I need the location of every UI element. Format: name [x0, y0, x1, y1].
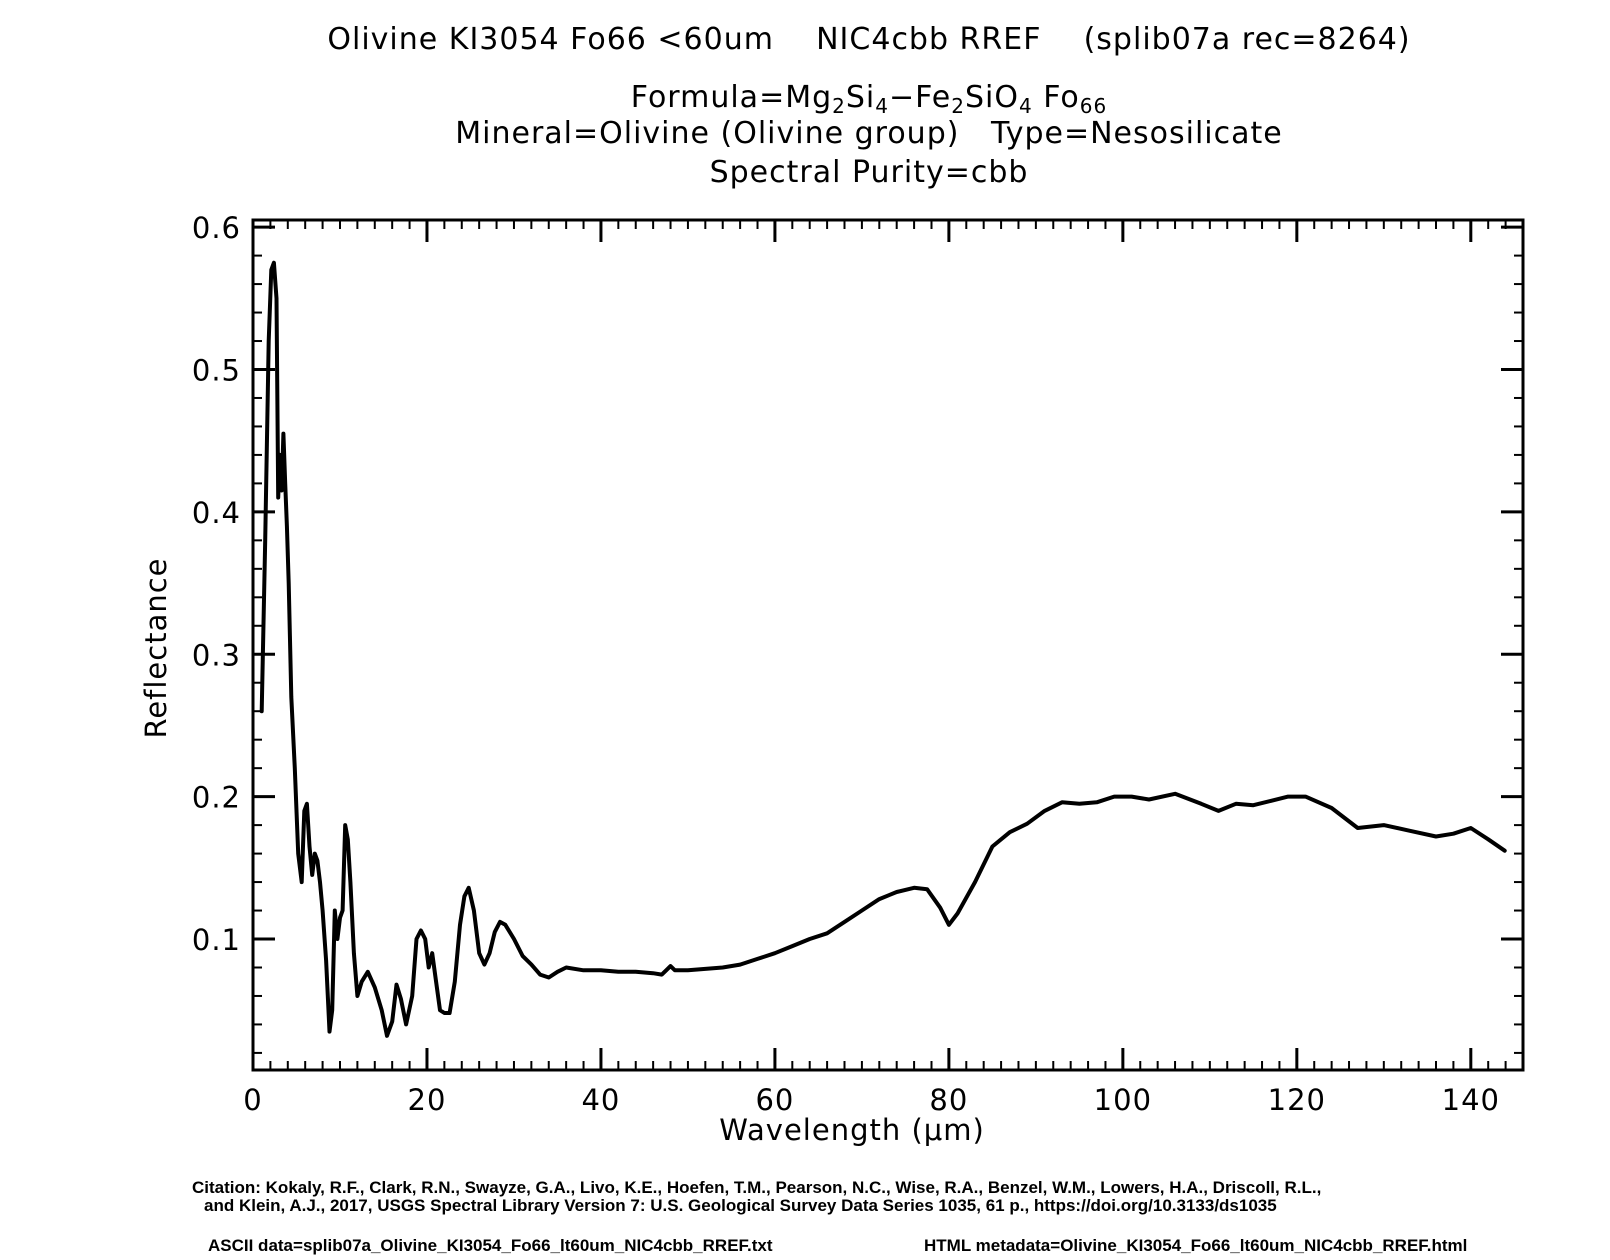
formula-mid-4: Fo — [1032, 80, 1080, 115]
formula-sub-1: 2 — [832, 94, 846, 118]
chart-title: Olivine KI3054 Fo66 <60um NIC4cbb RREF (… — [327, 22, 1411, 57]
formula-sub-2: 4 — [875, 94, 889, 118]
tick-labels: 0 20 40 60 80 100 120 140 0.1 0.2 0.3 0.4 0.5 0.6 — [192, 211, 1500, 1117]
x-tick-label: 60 — [755, 1083, 794, 1117]
ascii-data-filename: ASCII data=splib07a_Olivine_KI3054_Fo66_… — [208, 1236, 773, 1255]
citation-line-1: Citation: Kokaly, R.F., Clark, R.N., Swa… — [192, 1178, 1322, 1197]
formula-sub-3: 2 — [951, 94, 965, 118]
purity-line: Spectral Purity=cbb — [709, 155, 1029, 190]
formula-prefix: Formula=Mg — [630, 80, 833, 115]
x-tick-label: 120 — [1268, 1083, 1326, 1117]
formula-mid-1: Si — [845, 80, 876, 115]
y-tick-label: 0.6 — [192, 211, 241, 245]
y-tick-label: 0.1 — [192, 923, 241, 957]
x-tick-label: 140 — [1442, 1083, 1500, 1117]
x-axis-label: Wavelength (μm) — [719, 1113, 985, 1147]
formula-mid-2: −Fe — [889, 80, 952, 115]
mineral-line: Mineral=Olivine (Olivine group) Type=Nes… — [455, 116, 1283, 151]
formula-sub-5: 66 — [1079, 94, 1108, 118]
y-axis-label: Reflectance — [139, 557, 173, 738]
x-tick-label: 100 — [1094, 1083, 1152, 1117]
x-tick-label: 0 — [243, 1083, 262, 1117]
formula-line: Formula=Mg2Si4−Fe2SiO4 Fo66 — [64, 80, 1610, 118]
axis-ticks — [251, 220, 1523, 1070]
y-tick-label: 0.5 — [192, 353, 241, 387]
formula-sub-4: 4 — [1018, 94, 1033, 118]
y-tick-label: 0.4 — [192, 496, 241, 530]
series-line-olivine — [259, 260, 1507, 1038]
formula-mid-3: SiO — [964, 80, 1019, 115]
y-tick-label: 0.2 — [192, 781, 241, 815]
plot-frame — [251, 218, 1525, 1072]
x-tick-label: 40 — [581, 1083, 620, 1117]
x-tick-label: 20 — [408, 1083, 447, 1117]
x-tick-label: 80 — [929, 1083, 968, 1117]
y-tick-label: 0.3 — [192, 638, 241, 672]
html-metadata-filename: HTML metadata=Olivine_KI3054_Fo66_lt60um… — [924, 1236, 1468, 1255]
citation-line-2: and Klein, A.J., 2017, USGS Spectral Lib… — [204, 1196, 1277, 1215]
